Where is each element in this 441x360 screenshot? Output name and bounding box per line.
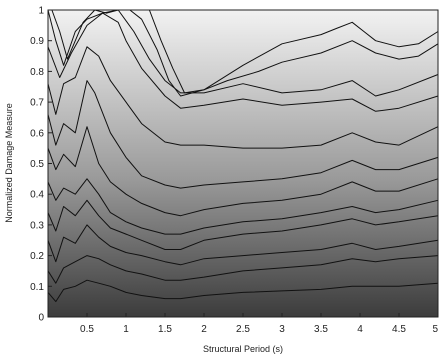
y-tick-label: 0	[38, 313, 44, 324]
contour-line-12	[148, 9, 439, 94]
y-tick-label: 0.3	[30, 220, 44, 231]
contour-line-4	[47, 199, 439, 250]
contour-line-8	[47, 46, 439, 149]
y-tick-label: 0.7	[30, 98, 44, 109]
y-tick-label: 0.5	[30, 159, 44, 170]
contour-line-7	[47, 80, 439, 189]
x-tick-group: 0.5 1 1.5 2 2.5 3 3.5 4 4.5 5	[80, 313, 439, 335]
x-axis-title: Structural Period (s)	[203, 344, 283, 354]
y-tick-label: 0.1	[30, 282, 44, 293]
x-tick-label: 3.5	[314, 324, 328, 335]
y-tick-label: 0.2	[30, 251, 44, 262]
x-tick-label: 5	[432, 324, 438, 335]
x-tick-label: 2	[201, 324, 207, 335]
x-tick-label: 1.5	[158, 324, 172, 335]
x-tick-label: 4.5	[392, 324, 406, 335]
contour-line-10	[47, 9, 439, 97]
contour-lines-group	[47, 9, 439, 303]
x-tick-label: 3	[279, 324, 285, 335]
contour-line-5	[47, 178, 439, 235]
y-tick-label: 0.8	[30, 67, 44, 78]
contour-line-2	[47, 255, 439, 284]
y-axis-title: Normalized Damage Measure	[4, 103, 14, 223]
x-tick-label: 1	[123, 324, 129, 335]
y-tick-label: 0.9	[30, 36, 44, 47]
y-tick-group: 0 0.1 0.2 0.3 0.4 0.5 0.6 0.7 0.8 0.9 1	[30, 6, 52, 324]
contour-line-3	[47, 224, 439, 266]
contour-line-6	[47, 126, 439, 217]
contour-line-1	[47, 279, 439, 303]
x-tick-label: 4	[357, 324, 363, 335]
x-tick-label: 0.5	[80, 324, 94, 335]
y-tick-label: 1	[38, 6, 44, 17]
x-tick-label: 2.5	[236, 324, 250, 335]
y-tick-label: 0.6	[30, 128, 44, 139]
y-tick-label: 0.4	[30, 190, 44, 201]
contour-line-9	[47, 12, 439, 112]
contour-line-11	[51, 9, 439, 97]
